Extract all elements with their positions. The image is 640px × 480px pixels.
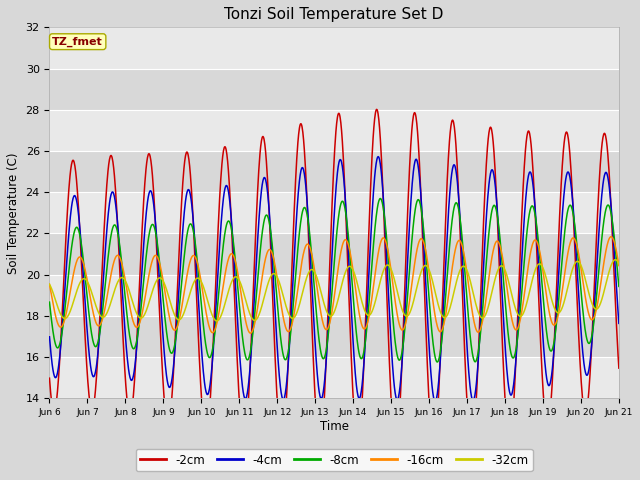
Text: TZ_fmet: TZ_fmet <box>52 36 103 47</box>
Bar <box>49 27 619 69</box>
Y-axis label: Soil Temperature (C): Soil Temperature (C) <box>7 152 20 274</box>
X-axis label: Time: Time <box>319 420 349 433</box>
Legend: -2cm, -4cm, -8cm, -16cm, -32cm: -2cm, -4cm, -8cm, -16cm, -32cm <box>136 449 532 471</box>
Bar <box>49 357 619 398</box>
Title: Tonzi Soil Temperature Set D: Tonzi Soil Temperature Set D <box>225 7 444 22</box>
Bar <box>49 275 619 316</box>
Bar <box>49 192 619 233</box>
Bar <box>49 110 619 151</box>
